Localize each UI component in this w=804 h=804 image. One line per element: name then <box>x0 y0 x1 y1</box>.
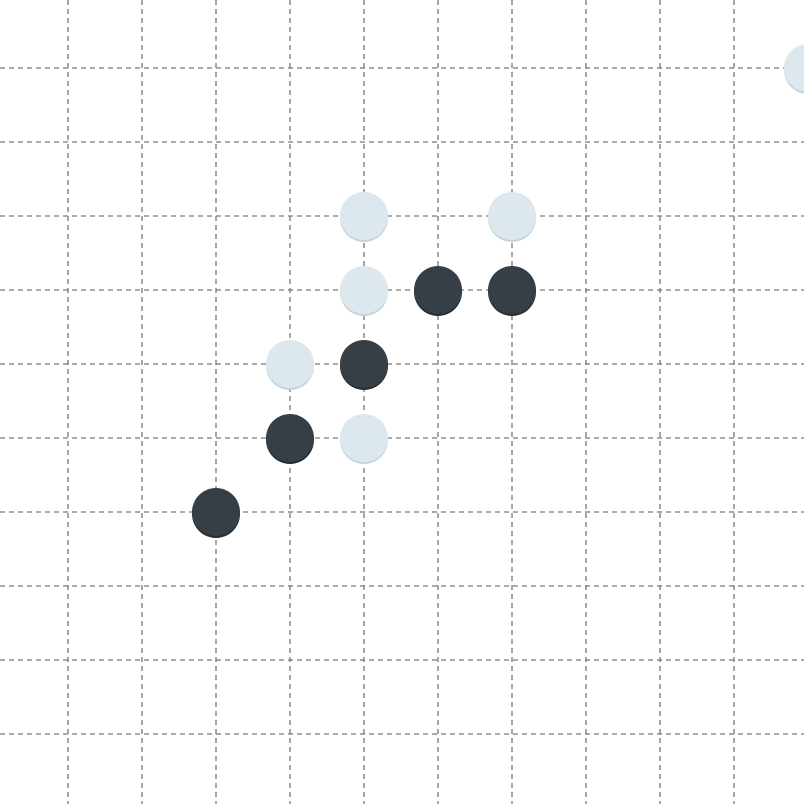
stones-layer <box>192 44 804 538</box>
stone-face <box>488 192 536 240</box>
stone-face <box>340 414 388 462</box>
white-stone[interactable] <box>340 266 388 316</box>
white-stone[interactable] <box>784 44 804 94</box>
stone-face <box>266 414 314 462</box>
stone-face <box>414 266 462 314</box>
black-stone[interactable] <box>414 266 462 316</box>
black-stone[interactable] <box>340 340 388 390</box>
stone-face <box>340 266 388 314</box>
white-stone[interactable] <box>266 340 314 390</box>
stone-face <box>266 340 314 388</box>
white-stone[interactable] <box>488 192 536 242</box>
stone-face <box>192 488 240 536</box>
black-stone[interactable] <box>266 414 314 464</box>
stone-face <box>784 44 804 92</box>
black-stone[interactable] <box>488 266 536 316</box>
stone-face <box>340 192 388 240</box>
stone-face <box>488 266 536 314</box>
black-stone[interactable] <box>192 488 240 538</box>
white-stone[interactable] <box>340 414 388 464</box>
white-stone[interactable] <box>340 192 388 242</box>
stone-face <box>340 340 388 388</box>
